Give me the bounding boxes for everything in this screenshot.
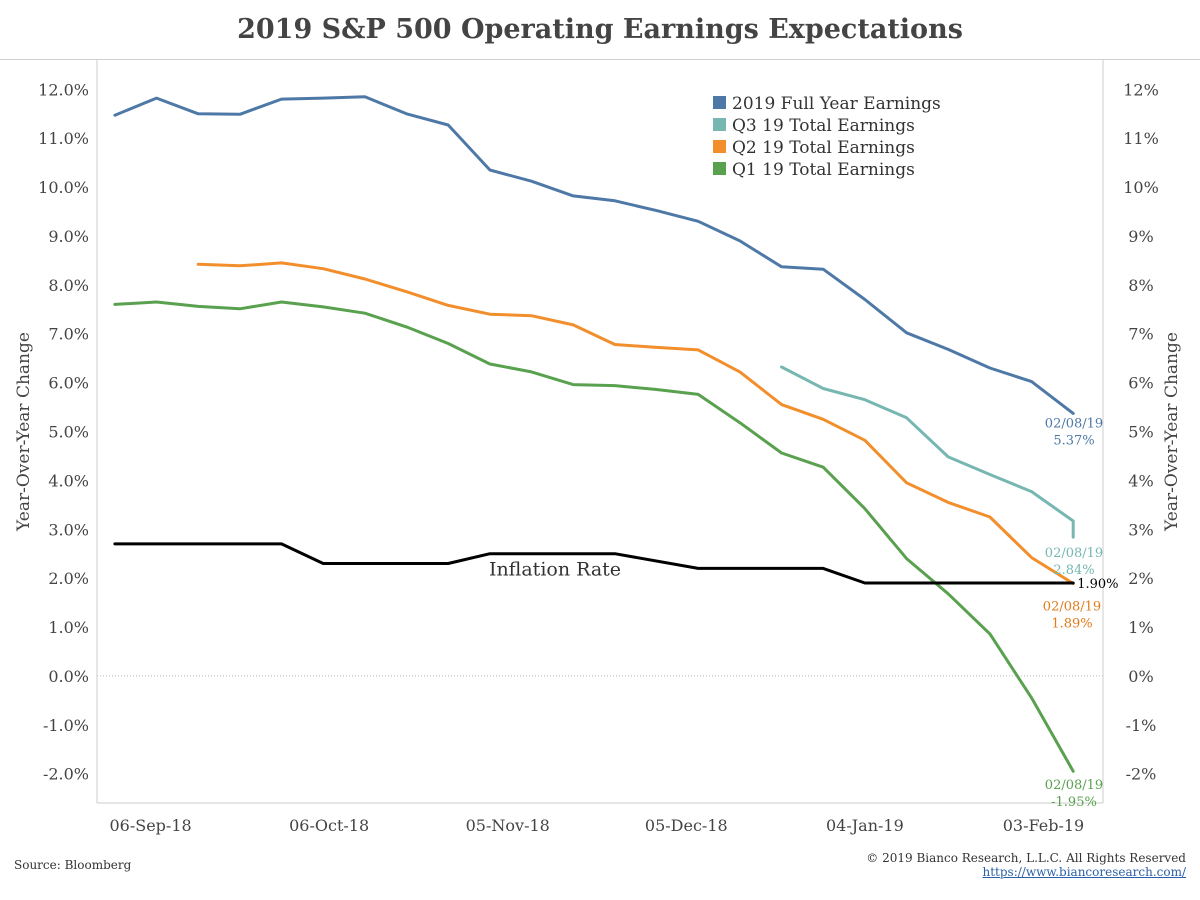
x-tick-label: 06-Oct-18 (289, 816, 369, 835)
legend-label-q2: Q2 19 Total Earnings (732, 138, 915, 158)
y-tick-label-right: 8% (1128, 276, 1153, 295)
chart-axes (96, 60, 1104, 804)
y-axis-title-left: Year-Over-Year Change (14, 332, 34, 532)
legend-swatch-full_year (713, 96, 726, 109)
series-line-inflation (113, 542, 1075, 585)
y-tick-label-right: 10% (1123, 178, 1159, 197)
y-tick-label-left: -1.0% (43, 716, 89, 735)
y-tick-label-left: 0.0% (48, 667, 89, 686)
series-line-q2 (196, 261, 1075, 585)
y-tick-label-left: 2.0% (48, 569, 89, 588)
y-tick-label-left: 1.0% (48, 618, 89, 637)
copyright-text: © 2019 Bianco Research, L.L.C. All Right… (866, 851, 1186, 865)
end-label-date-q1: 02/08/19 (1045, 778, 1103, 793)
chart-title: 2019 S&P 500 Operating Earnings Expectat… (237, 14, 963, 45)
y-tick-label-left: 10.0% (38, 178, 89, 197)
legend-swatch-q2 (713, 140, 726, 153)
y-axis-title-right: Year-Over-Year Change (1162, 332, 1182, 532)
y-tick-label-left: 6.0% (48, 374, 89, 393)
y-tick-label-right: 4% (1128, 471, 1153, 490)
y-tick-label-right: 0% (1128, 667, 1153, 686)
series-line-q3 (780, 365, 1075, 539)
chart-ticks: 12.0% 11.0% 10.0% 9.0% 8.0% 7.0% 6.0% 5.0% 4.0% 3… (14, 80, 1182, 835)
y-tick-label-right: 9% (1128, 227, 1153, 246)
series-line-full_year (113, 95, 1075, 415)
chart-series-lines (113, 95, 1075, 773)
y-tick-label-left: 8.0% (48, 276, 89, 295)
y-tick-label-right: 5% (1128, 423, 1153, 442)
x-tick-label: 04-Jan-19 (826, 816, 904, 835)
title-divider (0, 59, 1200, 60)
y-tick-label-left: 11.0% (38, 129, 89, 148)
y-tick-label-left: 5.0% (48, 423, 89, 442)
legend-label-q1: Q1 19 Total Earnings (732, 160, 915, 180)
chart-end-labels: 02/08/19 5.37% 02/08/19 2.84% 02/08/19 1.89% 0… (489, 416, 1119, 810)
website-link[interactable]: https://www.biancoresearch.com/ (982, 865, 1186, 879)
end-label-value-full-year: 5.37% (1053, 433, 1094, 448)
y-tick-label-left: 3.0% (48, 520, 89, 539)
y-tick-label-right: -2% (1126, 765, 1157, 784)
y-tick-label-right: 3% (1128, 520, 1153, 539)
end-label-value-q3: 2.84% (1053, 563, 1094, 578)
end-label-value-q1: -1.95% (1051, 795, 1097, 810)
end-label-date-q3: 02/08/19 (1045, 546, 1103, 561)
legend-swatch-q1 (713, 162, 726, 175)
y-tick-label-right: 7% (1128, 325, 1153, 344)
y-tick-label-left: 4.0% (48, 471, 89, 490)
end-label-date-q2: 02/08/19 (1043, 600, 1101, 615)
source-note: Source: Bloomberg (14, 858, 132, 872)
x-tick-label: 03-Feb-19 (1003, 816, 1084, 835)
y-tick-label-left: 12.0% (38, 80, 89, 99)
end-label-value-q2: 1.89% (1051, 617, 1092, 632)
x-tick-label: 05-Nov-18 (466, 816, 550, 835)
y-tick-label-left: 7.0% (48, 325, 89, 344)
y-tick-label-right: 2% (1128, 569, 1153, 588)
y-tick-label-right: 1% (1128, 618, 1153, 637)
y-tick-label-right: 6% (1128, 374, 1153, 393)
legend-label-q3: Q3 19 Total Earnings (732, 116, 915, 136)
inflation-rate-label: Inflation Rate (489, 558, 621, 580)
y-tick-label-left: 9.0% (48, 227, 89, 246)
end-label-value-inflation: 1.90% (1077, 577, 1118, 592)
x-tick-label: 05-Dec-18 (645, 816, 728, 835)
y-tick-label-left: -2.0% (43, 765, 89, 784)
y-tick-label-right: -1% (1126, 716, 1157, 735)
series-line-q1 (113, 300, 1075, 773)
legend-swatch-q3 (713, 118, 726, 131)
copyright-block: © 2019 Bianco Research, L.L.C. All Right… (866, 851, 1186, 879)
y-tick-label-right: 12% (1123, 80, 1159, 99)
y-tick-label-right: 11% (1123, 129, 1159, 148)
end-label-date-full-year: 02/08/19 (1045, 416, 1103, 431)
x-tick-label: 06-Sep-18 (109, 816, 191, 835)
legend-label-full_year: 2019 Full Year Earnings (732, 94, 941, 114)
